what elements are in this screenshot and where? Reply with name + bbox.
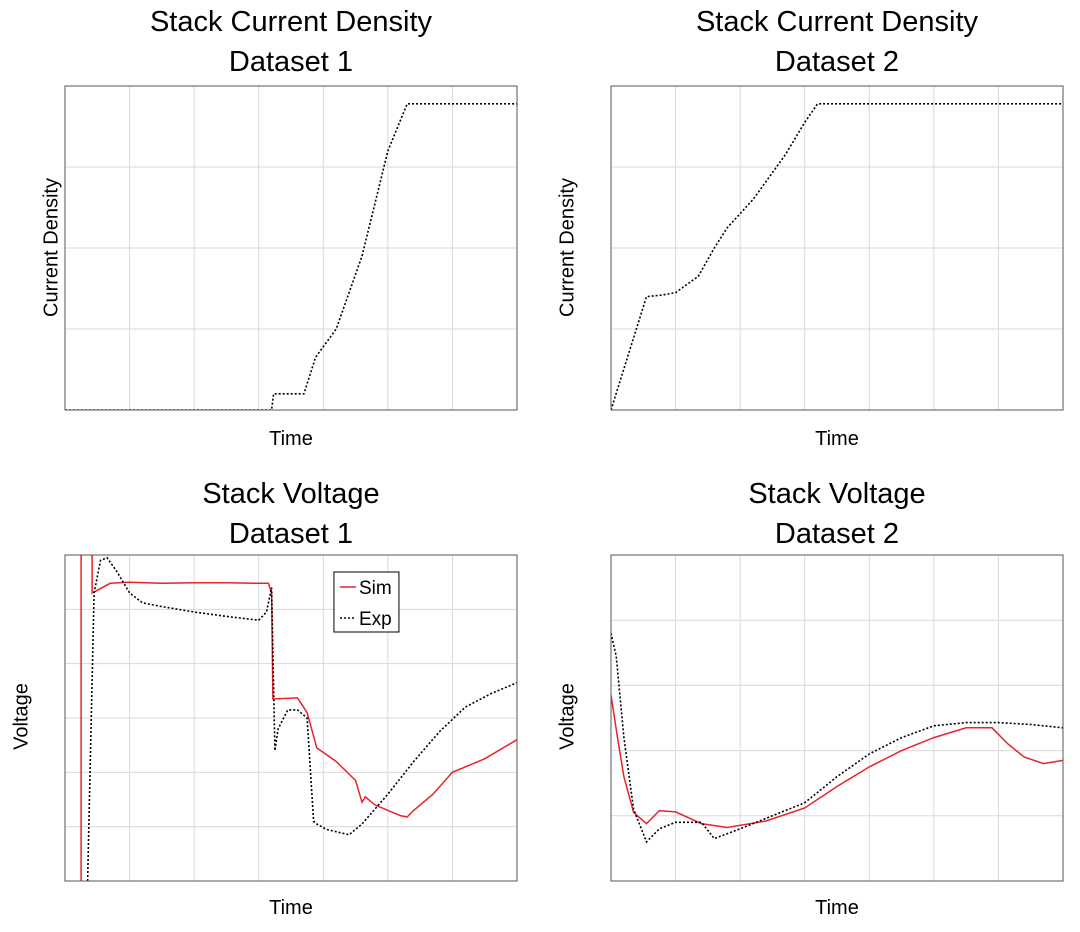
chart-3-xlabel: Time [269, 897, 313, 919]
chart-3-plot: Sim Exp [64, 554, 518, 882]
chart-4-subtitle: Dataset 2 [774, 518, 900, 550]
series-line-sim [611, 695, 1063, 829]
series-line-dotted [65, 103, 517, 410]
series-line-exp [611, 633, 1063, 844]
plot-frame [64, 85, 518, 411]
chart-2-title: Stack Current Density [695, 6, 979, 38]
chart-2-title-block: Stack Current Density Dataset 2 [611, 2, 1063, 82]
chart-1-subtitle: Dataset 1 [228, 46, 354, 78]
chart-2-xlabel: Time [815, 428, 859, 450]
chart-4-xlabel: Time [815, 897, 859, 919]
series-line-dotted [611, 103, 1063, 410]
chart-3-title-block: Stack Voltage Dataset 1 [65, 474, 517, 554]
legend-box [333, 571, 400, 633]
series-line-exp [86, 556, 517, 881]
chart-1-plot [64, 85, 518, 411]
chart-4-title-block: Stack Voltage Dataset 2 [611, 474, 1063, 554]
chart-3-title: Stack Voltage [202, 478, 380, 510]
chart-2-subtitle: Dataset 2 [774, 46, 900, 78]
series-line-sim [80, 555, 517, 881]
chart-4-title: Stack Voltage [748, 478, 926, 510]
chart-4-plot [610, 554, 1064, 882]
chart-3-subtitle: Dataset 1 [228, 518, 354, 550]
legend: Sim Exp [333, 571, 400, 633]
plot-frame [610, 554, 1064, 882]
plot-frame [610, 85, 1064, 411]
plot-frame [64, 554, 518, 882]
chart-2-plot [610, 85, 1064, 411]
legend-label-sim: Sim [359, 578, 392, 599]
chart-1-xlabel: Time [269, 428, 313, 450]
chart-1-title-block: Stack Current Density Dataset 1 [65, 2, 517, 82]
legend-label-exp: Exp [359, 609, 392, 630]
chart-1-title: Stack Current Density [149, 6, 433, 38]
